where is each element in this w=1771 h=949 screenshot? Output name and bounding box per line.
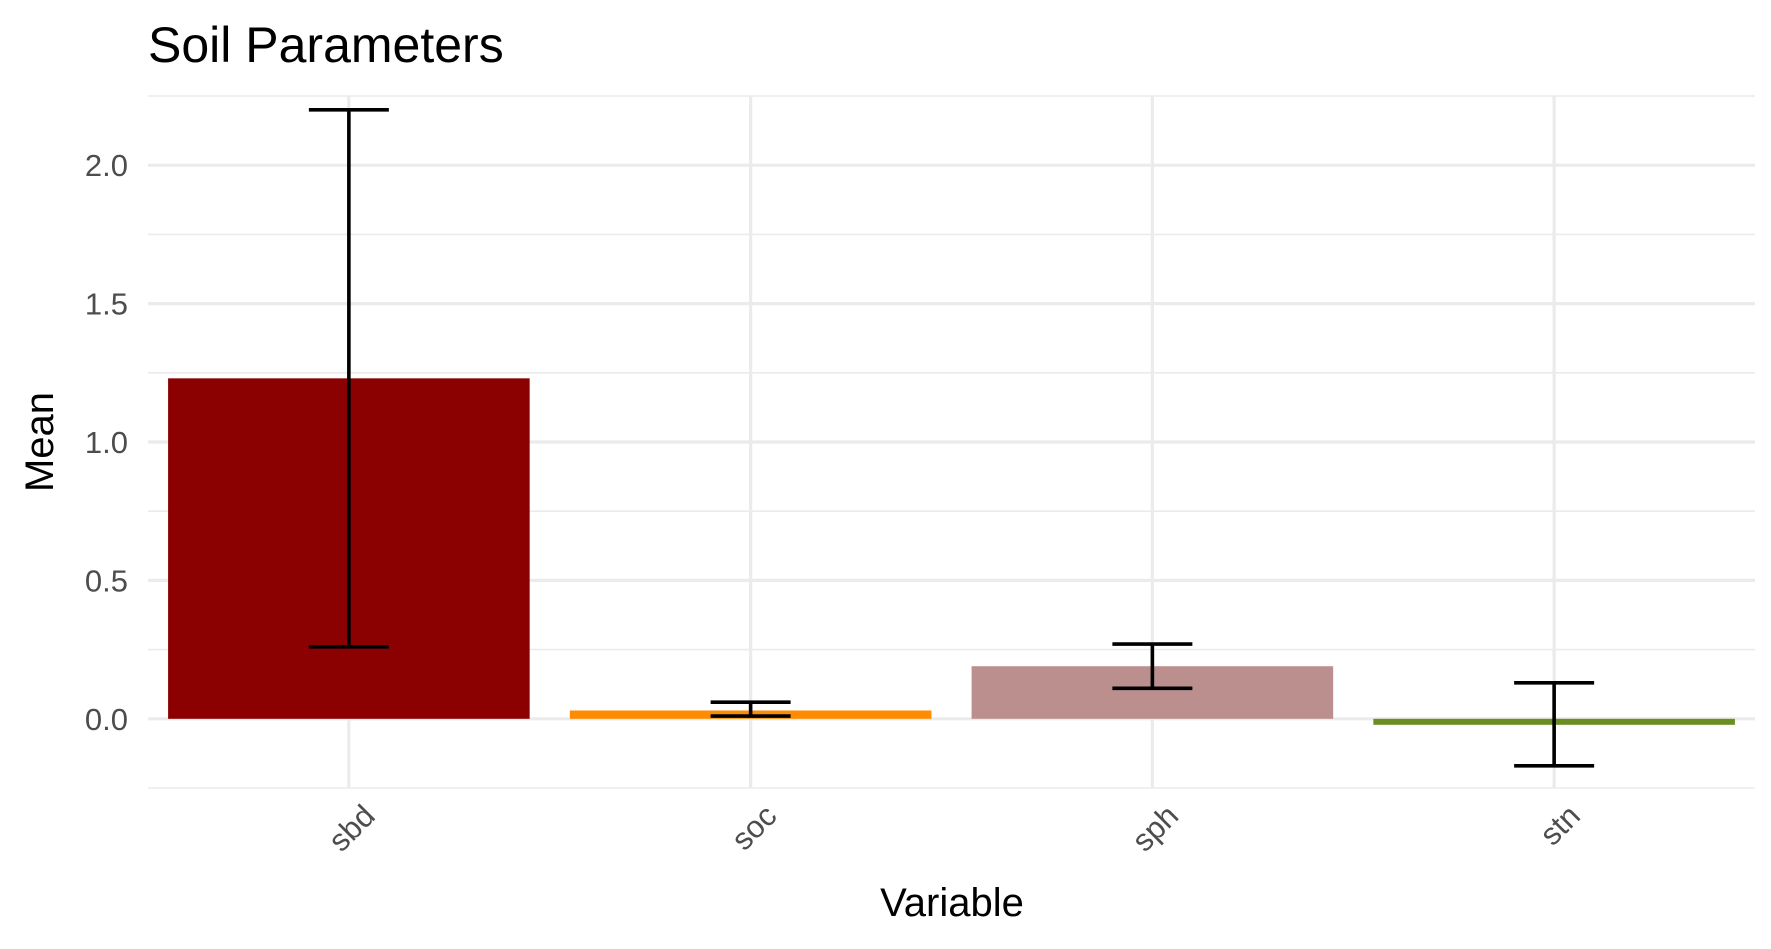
x-axis-ticks: sbd soc sph stn: [322, 798, 1587, 858]
x-tick-label-sbd: sbd: [322, 798, 382, 858]
x-axis-title: Variable: [880, 881, 1024, 925]
chart-title: Soil Parameters: [148, 17, 504, 73]
y-tick-label: 2.0: [85, 148, 128, 183]
error-bars-layer: [308, 108, 1595, 768]
y-tick-label: 0.0: [85, 702, 128, 737]
y-tick-label: 1.5: [85, 287, 128, 322]
y-tick-label: 0.5: [85, 563, 128, 598]
x-tick-label-sph: sph: [1125, 798, 1185, 858]
bars-layer: [168, 378, 1735, 725]
y-axis-ticks: 0.0 0.5 1.0 1.5 2.0: [85, 148, 128, 737]
y-axis-title: Mean: [18, 392, 62, 492]
y-tick-label: 1.0: [85, 425, 128, 460]
x-tick-label-soc: soc: [725, 798, 784, 857]
x-tick-label-stn: stn: [1533, 798, 1587, 852]
